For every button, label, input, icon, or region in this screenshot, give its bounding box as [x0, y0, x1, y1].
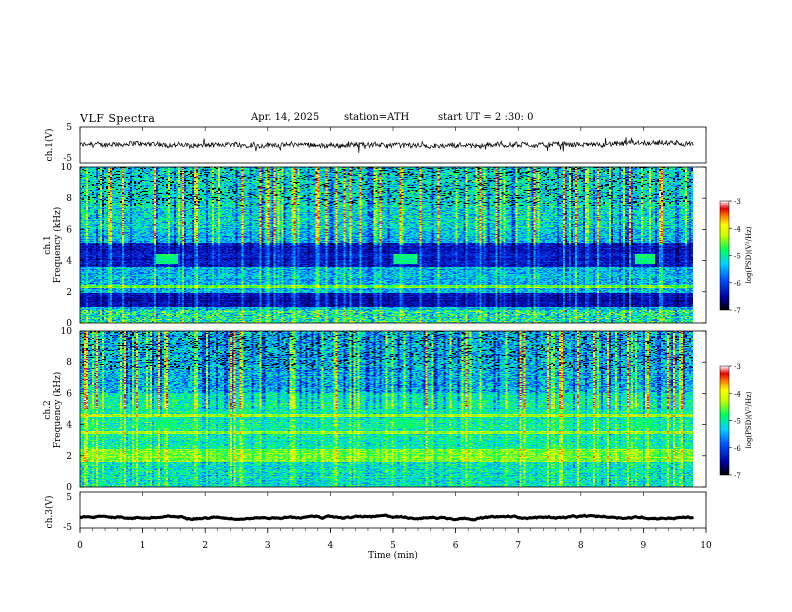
- ch3-wave-panel: 5 -5 ch.3(V): [44, 491, 707, 533]
- ch2-colorbar-label: log(PSD)(V²/Hz): [745, 391, 753, 448]
- ch1-wave-line: [79, 137, 694, 153]
- ch2-spec-ytick-label: 8: [66, 358, 72, 368]
- x-tick-label: 1: [140, 541, 146, 551]
- ch1-colorbar-tick-label: -4: [734, 225, 741, 233]
- ch1-colorbar-tick-label: -6: [734, 280, 741, 288]
- ch2-spec-label: ch.2: [43, 400, 53, 419]
- ch2-spec-ytick-label: 2: [66, 452, 72, 462]
- ch2-colorbar-tick-label: -4: [734, 390, 741, 398]
- x-tick-label: 2: [202, 541, 208, 551]
- ch1-spectrogram-image: [80, 167, 693, 323]
- ch1-wave-panel: 5 -5 ch.1(V): [44, 123, 707, 164]
- ch2-colorbar-tick-label: -3: [734, 363, 741, 371]
- ch2-spec-ytick-label: 10: [61, 327, 73, 337]
- ch1-wave-ylabel: ch.1(V): [44, 129, 55, 162]
- x-tick-label: 10: [700, 541, 712, 551]
- ch3-wave-frame: [79, 491, 707, 529]
- ch1-freq-label: Frequency (kHz): [52, 207, 63, 284]
- ch1-spec-label: ch.1: [43, 235, 53, 254]
- ch2-colorbar: [719, 365, 730, 476]
- ch2-freq-label: Frequency (kHz): [52, 372, 63, 449]
- ch2-spec-ytick-label: 6: [66, 389, 72, 399]
- ch1-spec-ytick-label: 0: [66, 319, 72, 329]
- x-tick-label: 5: [390, 541, 396, 551]
- ch3-wave-line: [79, 513, 694, 522]
- ch3-wave-ylabel: ch.3(V): [44, 496, 55, 529]
- x-tick-label: 7: [515, 541, 521, 551]
- time-axis: 0 1 2 3 4 5 6 7 8 9 10: [77, 127, 712, 551]
- x-tick-label: 0: [77, 541, 83, 551]
- ch2-spec-ytick-label: 4: [66, 421, 72, 431]
- x-axis-label: Time (min): [368, 550, 418, 561]
- station-label: station=ATH: [344, 112, 410, 123]
- ch1-ytick-top: 5: [66, 123, 72, 133]
- ch1-colorbar-tick-label: -7: [734, 307, 741, 315]
- x-tick-label: 4: [328, 541, 334, 551]
- x-tick-label: 3: [265, 541, 271, 551]
- ch2-colorbar-tick-label: -7: [734, 472, 741, 480]
- ch1-spec-ytick-label: 6: [66, 225, 72, 235]
- ch1-colorbar-label: log(PSD)(V²/Hz): [745, 226, 753, 283]
- ch2-colorbar-tick-label: -5: [734, 418, 741, 426]
- x-tick-label: 9: [641, 541, 647, 551]
- ch2-spec-ytick-label: 0: [66, 483, 72, 493]
- ch1-colorbar-tick-label: -3: [734, 198, 741, 206]
- ch1-spec-ytick-label: 8: [66, 194, 72, 204]
- figure-title: VLF Spectra: [80, 112, 156, 125]
- start-ut-label: start UT = 2 :30: 0: [438, 112, 534, 123]
- ch1-ytick-bottom: -5: [63, 154, 72, 164]
- ch1-spec-ytick-label: 4: [66, 257, 72, 267]
- ch1-spec-ytick-label: 10: [61, 163, 73, 173]
- date-label: Apr. 14, 2025: [251, 112, 320, 123]
- ch1-colorbar-tick-label: -5: [734, 253, 741, 261]
- ch2-spectrogram-image: [80, 331, 693, 487]
- ch1-spec-ytick-label: 2: [66, 288, 72, 298]
- ch3-ytick-bottom: -5: [63, 523, 72, 533]
- ch3-ytick-top: 5: [66, 493, 72, 503]
- ch2-colorbar-tick-label: -6: [734, 445, 741, 453]
- x-tick-label: 8: [578, 541, 584, 551]
- ch1-colorbar: [719, 200, 730, 311]
- x-tick-label: 6: [453, 541, 459, 551]
